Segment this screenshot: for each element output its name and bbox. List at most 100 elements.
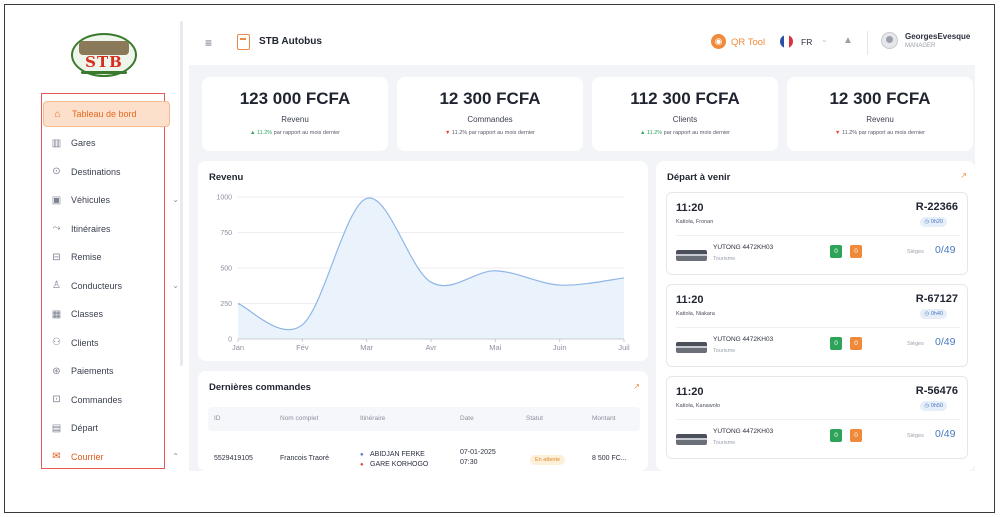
sidebar-item-label: Départ [71,423,99,434]
logo-underline [81,71,127,74]
departure-code: R-67127 [915,293,958,305]
x-tick-label: Mar [360,343,373,352]
sidebar-item-paiements[interactable]: ⊛ Paiements [43,357,179,386]
sidebar-item-label: Conducteurs [71,280,123,291]
destination-icon: ⊙ [52,166,61,178]
departure-time: 11:20 [676,386,704,398]
bus-image [676,342,707,353]
departure-card[interactable]: 11:20 Katiola, Fronan R-22366 ◷ 0h20 YUT… [666,192,968,275]
x-tick-label: Juin [553,343,567,352]
order-route-from: ABIDJAN FERKE [370,451,425,458]
seats-value: 0/49 [935,428,956,440]
y-tick-label: 0 [228,337,232,344]
column-header-route[interactable]: Itinéraire [360,415,386,422]
sidebar-item-gares[interactable]: ▥ Gares [43,129,179,158]
station-icon: ▥ [51,137,62,149]
chevron-down-icon[interactable]: ⌄ [172,280,179,290]
chevron-down-icon[interactable]: ⌄ [172,195,179,204]
french-flag-icon[interactable] [780,35,793,48]
top-header: ≡ STB Autobus ◉ QR Tool FR ⌄ ▲ GeorgesEv… [189,21,975,65]
company-logo[interactable]: STB [67,27,141,81]
stat-card-revenu: 123 000 FCFA Revenu ▲ 11.2% par rapport … [202,77,388,151]
divider [676,235,960,236]
x-tick-label: Fév [296,343,309,352]
sidebar-item-vehicules[interactable]: ▣ Véhicules ⌄ [43,186,179,215]
order-time: 07:30 [460,459,478,466]
external-link-icon[interactable]: ↗ [633,382,640,391]
orange-count-badge: 0 [850,429,862,442]
user-name[interactable]: GeorgesEvesque [905,32,971,41]
sidebar-item-clients[interactable]: ⚇ Clients [43,329,179,358]
stat-percent: 11.2% [451,130,468,136]
orange-count-badge: 0 [850,337,862,350]
stat-value: 12 300 FCFA [439,89,541,108]
stat-value: 112 300 FCFA [630,89,740,108]
language-selector[interactable]: FR [801,37,813,47]
green-count-badge: 0 [830,337,842,350]
bottom-blank-area [5,471,994,512]
divider [676,419,960,420]
clock-icon: ◷ [924,219,930,225]
y-tick-label: 500 [220,266,232,273]
sidebar-item-classes[interactable]: ▦ Classes [43,300,179,329]
sidebar-item-depart[interactable]: ▤ Départ [43,414,179,443]
external-link-icon[interactable]: ↗ [960,171,967,180]
order-amount: 8 500 FC... [592,455,627,462]
seats-value: 0/49 [935,336,956,348]
sidebar-item-itineraires[interactable]: ⤳ Itinéraires [43,215,179,244]
menu-toggle-icon[interactable]: ≡ [205,36,213,50]
bell-icon[interactable]: ▲ [843,35,853,46]
route-start-icon: ● [360,452,364,458]
stat-label: Revenu [866,115,894,124]
clients-icon: ⚇ [52,337,61,349]
sidebar-item-courrier[interactable]: ✉ Courrier ⌃ [43,443,179,472]
revenue-card-title: Revenu [209,172,244,183]
trend-up-icon: ▲ [249,130,256,136]
bus-image [676,434,707,445]
sidebar-item-commandes[interactable]: ⊡ Commandes [43,386,179,415]
bus-type: Tourisme [713,256,736,262]
departure-card[interactable]: 11:20 Katiola, Niakara R-67127 ◷ 0h40 YU… [666,284,968,367]
x-tick-label: Avr [425,343,437,352]
qr-tool-button[interactable]: QR Tool [731,37,766,48]
stat-percent: 11.2% [256,130,273,136]
sidebar-item-destinations[interactable]: ⊙ Destinations [43,158,179,187]
chevron-up-icon[interactable]: ⌃ [172,451,179,461]
column-header-date[interactable]: Date [460,415,474,422]
avatar[interactable] [881,32,898,49]
order-route-to: GARE KORHOGO [370,461,429,468]
app-title: STB Autobus [259,36,322,47]
column-header-amount[interactable]: Montant [592,415,616,422]
stat-label: Commandes [467,115,513,124]
sidebar-item-conducteurs[interactable]: ♙ Conducteurs ⌄ [43,272,179,301]
trend-down-icon: ▼ [444,130,451,136]
departure-route: Katiola, Niakara [676,311,715,317]
stat-value: 123 000 FCFA [239,89,351,108]
sidebar-nav: ⌂ Tableau de bord ▥ Gares ⊙ Destinations… [43,101,179,471]
sidebar-item-remise[interactable]: ⊟ Remise [43,243,179,272]
duration-value: 0h50 [930,403,943,409]
trend-up-icon: ▲ [639,130,646,136]
sidebar-item-label: Véhicules [71,195,111,206]
departure-route: Katiola, Kanawolo [676,403,721,409]
departure-card[interactable]: 11:20 Katiola, Kanawolo R-56476 ◷ 0h50 Y… [666,376,968,459]
vehicle-icon: ▣ [51,194,62,206]
sidebar-item-label: Classes [71,309,104,320]
chevron-down-icon[interactable]: ⌄ [821,35,828,44]
column-header-status[interactable]: Statut [526,415,543,422]
bus-icon [237,34,250,50]
column-header-name[interactable]: Nom complet [280,415,319,422]
seats-label: Sièges [907,341,924,347]
sidebar: STB ⌂ Tableau de bord ▥ Gares ⊙ Destinat… [5,5,183,471]
stat-note: par rapport au mois dernier [273,130,341,136]
sidebar-item-dashboard[interactable]: ⌂ Tableau de bord [43,101,170,127]
revenue-area [238,197,624,339]
column-header-id[interactable]: ID [214,415,221,422]
divider [676,327,960,328]
bus-name: YUTONG 4472KH03 [713,244,774,251]
sidebar-scrollbar[interactable] [180,21,183,366]
revenue-chart: 0 250 500 750 1000 Jan Fév Mar Avr Mai Juin Juil [216,195,630,353]
payment-icon: ⊛ [52,365,61,377]
orders-card-title: Dernières commandes [209,382,311,393]
qr-tool-icon[interactable]: ◉ [711,34,726,49]
